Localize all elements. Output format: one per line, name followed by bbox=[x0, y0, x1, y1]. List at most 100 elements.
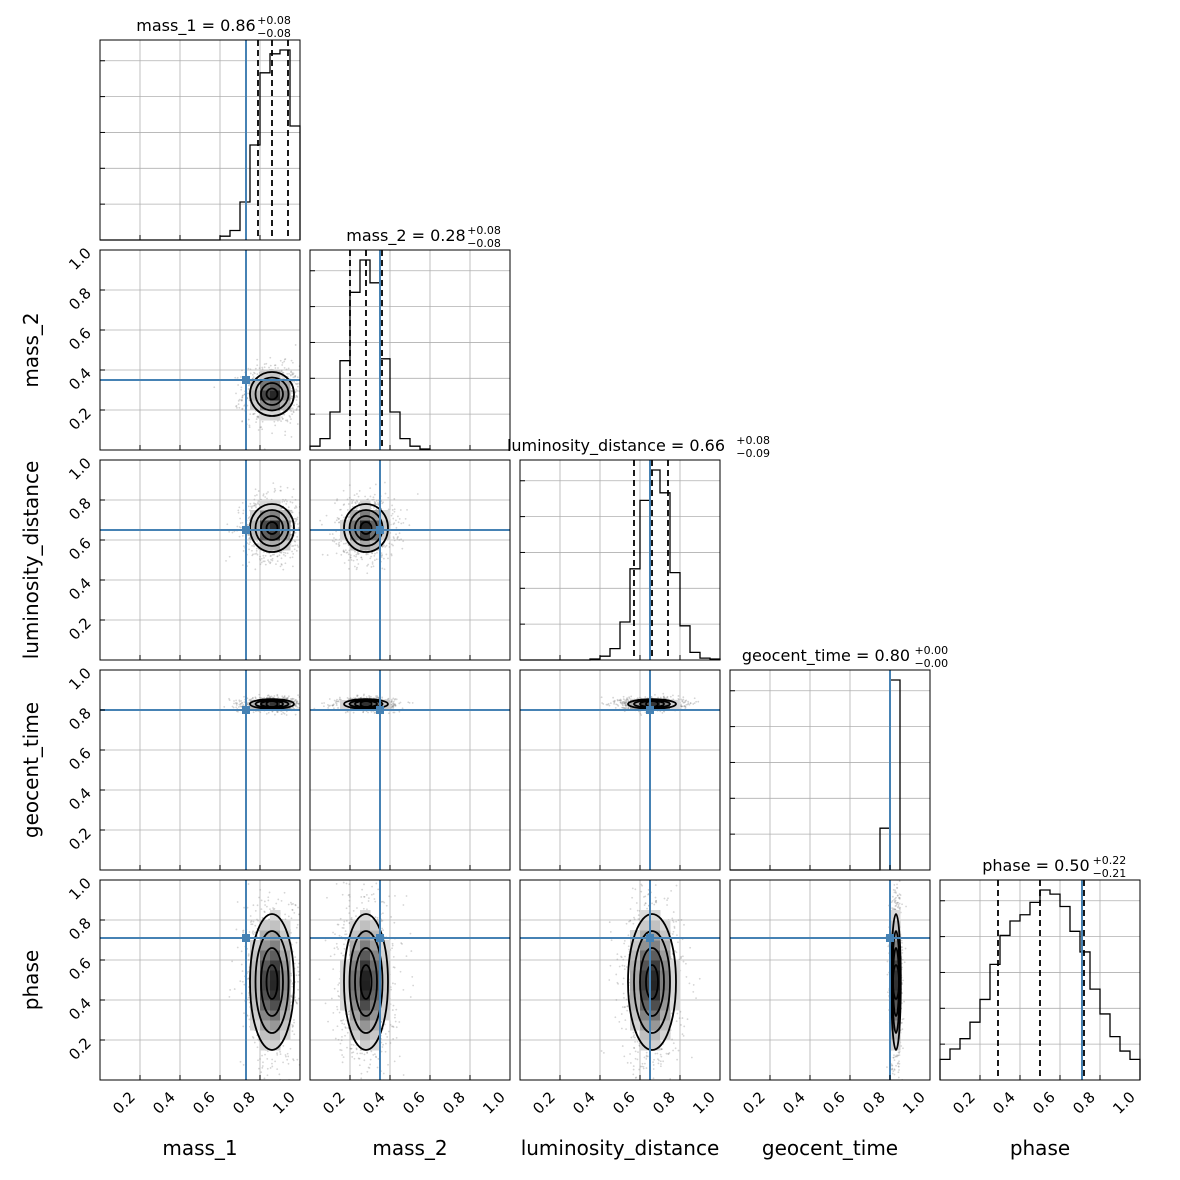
sample-point bbox=[270, 558, 273, 561]
sample-point bbox=[269, 364, 272, 367]
sample-point bbox=[295, 518, 297, 520]
sample-point bbox=[392, 705, 395, 708]
sample-point bbox=[361, 558, 364, 561]
panel-luminosity_distance-vs-luminosity_distance: luminosity_distance = 0.66 +0.08−0.09 bbox=[507, 434, 770, 661]
sample-point bbox=[263, 366, 266, 369]
sample-point bbox=[296, 700, 299, 703]
panel-geocent_time-vs-mass_2 bbox=[309, 669, 511, 871]
sample-point bbox=[288, 372, 290, 375]
sample-point bbox=[303, 384, 305, 386]
sample-point bbox=[277, 696, 280, 699]
sample-point bbox=[294, 704, 297, 706]
sample-point bbox=[268, 695, 271, 698]
sample-point bbox=[356, 552, 359, 554]
sample-point bbox=[296, 518, 299, 521]
sample-point bbox=[373, 554, 376, 557]
density-cell bbox=[260, 370, 271, 381]
sample-point bbox=[278, 554, 281, 557]
y-tick-label: 0.6 bbox=[65, 324, 95, 354]
contour-line bbox=[348, 699, 384, 709]
sample-point bbox=[307, 541, 309, 543]
y-tick-label: 1.0 bbox=[65, 664, 95, 694]
sample-point bbox=[352, 559, 355, 562]
sample-point bbox=[290, 397, 293, 400]
sample-point bbox=[280, 369, 283, 372]
density-cell bbox=[280, 530, 291, 541]
sample-point bbox=[228, 697, 230, 700]
sample-point bbox=[408, 701, 411, 704]
sample-point bbox=[387, 698, 390, 701]
sample-point bbox=[347, 503, 350, 505]
sample-point bbox=[289, 416, 292, 418]
sample-point bbox=[619, 701, 622, 704]
sample-point bbox=[292, 410, 295, 413]
density-geocent_time-vs-mass_1 bbox=[223, 693, 303, 716]
injection-marker bbox=[242, 376, 250, 384]
sample-point bbox=[239, 522, 242, 524]
sample-point bbox=[266, 497, 268, 500]
contour-line bbox=[265, 521, 279, 535]
sample-point bbox=[238, 535, 241, 538]
panel-title-luminosity_distance: luminosity_distance = 0.66 +0.08−0.09 bbox=[507, 434, 770, 460]
sample-point bbox=[370, 555, 373, 558]
sample-point bbox=[291, 501, 294, 504]
sample-point bbox=[271, 557, 274, 560]
sample-point bbox=[356, 566, 358, 569]
density-cell bbox=[270, 510, 281, 521]
sample-point bbox=[252, 696, 254, 699]
sample-point bbox=[357, 563, 360, 565]
sample-point bbox=[285, 368, 288, 371]
sample-point bbox=[240, 399, 243, 402]
sample-point bbox=[376, 696, 378, 699]
sample-point bbox=[257, 501, 259, 504]
contour-line bbox=[260, 382, 284, 406]
sample-point bbox=[684, 699, 687, 702]
sample-point bbox=[241, 701, 244, 704]
sample-point bbox=[238, 703, 241, 706]
sample-point bbox=[399, 701, 402, 704]
sample-point bbox=[255, 547, 258, 550]
sample-point bbox=[362, 711, 365, 713]
sample-point bbox=[340, 514, 343, 517]
sample-point bbox=[268, 696, 271, 699]
sample-point bbox=[627, 706, 630, 709]
sample-point bbox=[355, 508, 358, 511]
sample-point bbox=[291, 413, 294, 416]
sample-point bbox=[290, 359, 293, 362]
sample-point bbox=[242, 509, 245, 512]
sample-point bbox=[253, 545, 255, 548]
sample-point bbox=[257, 416, 260, 419]
sample-point bbox=[370, 566, 373, 568]
sample-point bbox=[279, 489, 282, 492]
sample-point bbox=[272, 482, 275, 485]
sample-point bbox=[271, 432, 273, 435]
sample-point bbox=[390, 700, 393, 703]
density-cell bbox=[260, 530, 271, 541]
sample-point bbox=[253, 371, 255, 374]
sample-point bbox=[240, 700, 243, 702]
sample-point bbox=[257, 542, 260, 545]
sample-point bbox=[235, 392, 237, 395]
sample-point bbox=[609, 702, 612, 704]
sample-point bbox=[374, 502, 376, 505]
sample-point bbox=[284, 555, 287, 557]
sample-point bbox=[293, 700, 296, 702]
sample-point bbox=[301, 572, 303, 574]
sample-point bbox=[243, 695, 245, 698]
sample-point bbox=[280, 489, 282, 492]
sample-point bbox=[301, 697, 303, 699]
sample-point bbox=[313, 396, 315, 398]
sample-point bbox=[250, 505, 252, 508]
sample-point bbox=[235, 706, 238, 709]
sample-point bbox=[237, 509, 240, 512]
sample-point bbox=[231, 531, 234, 534]
sample-point bbox=[254, 502, 257, 505]
sample-point bbox=[393, 711, 396, 714]
panel-mass_1-vs-mass_1: mass_1 = 0.86 +0.08−0.08 bbox=[99, 14, 301, 241]
sample-point bbox=[274, 424, 277, 427]
sample-point bbox=[292, 706, 294, 709]
sample-point bbox=[294, 704, 297, 707]
sample-point bbox=[255, 421, 257, 424]
sample-point bbox=[264, 554, 267, 557]
sample-point bbox=[338, 541, 341, 544]
